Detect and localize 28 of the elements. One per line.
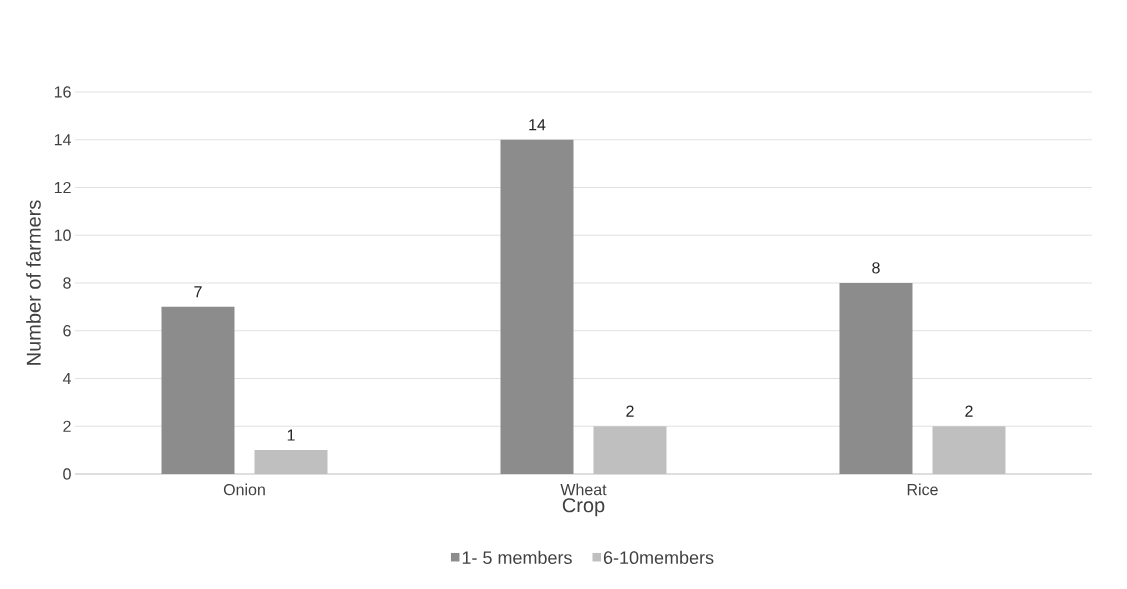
legend-label: 6-10members	[603, 550, 714, 564]
y-tick-label: 12	[54, 181, 71, 194]
bar	[254, 450, 328, 474]
y-tick-label: 2	[63, 420, 71, 432]
x-tick-label: Wheat	[560, 483, 607, 496]
data-label: 7	[194, 286, 202, 298]
bar	[593, 426, 667, 474]
x-tick-label: Rice	[907, 483, 938, 496]
data-label: 14	[529, 119, 546, 131]
y-tick-label: 10	[54, 229, 71, 241]
x-axis-title: Crop	[562, 498, 605, 517]
data-label: 2	[626, 405, 634, 417]
y-tick-label: 14	[54, 134, 71, 146]
data-label: 8	[872, 262, 880, 274]
y-tick-label: 8	[63, 277, 71, 289]
data-label: 2	[965, 405, 973, 417]
y-tick-label: 4	[62, 372, 71, 384]
legend-label: 1- 5 members	[462, 550, 572, 564]
bar	[161, 306, 235, 474]
x-tick-label: Onion	[223, 483, 265, 496]
bar	[932, 426, 1006, 474]
y-axis-title: Number of farmers	[26, 200, 41, 365]
data-label: 1	[287, 429, 295, 441]
bar	[839, 283, 913, 474]
bar	[500, 139, 574, 474]
y-tick-label: 16	[54, 86, 71, 98]
y-tick-label: 0	[63, 468, 71, 480]
y-tick-label: 6	[63, 325, 71, 337]
